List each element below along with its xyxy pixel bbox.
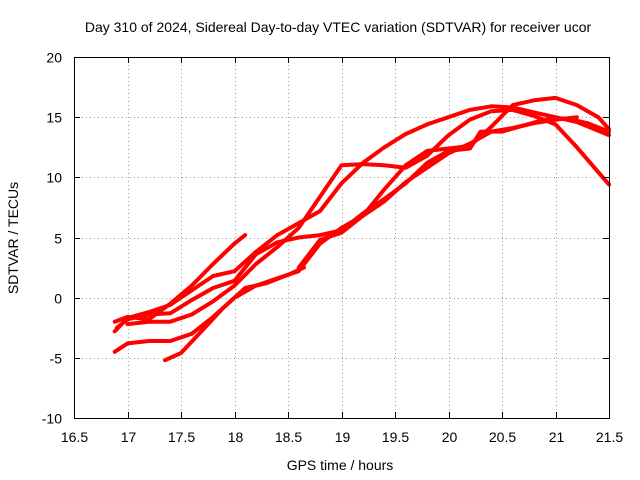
- y-tick-label: 20: [46, 50, 62, 66]
- y-tick-label: 0: [54, 291, 62, 307]
- series-line-1: [112, 104, 611, 334]
- x-tick-label: 20: [442, 429, 458, 445]
- y-tick-label: -10: [42, 411, 62, 427]
- series-layer: [112, 95, 611, 363]
- y-axis-label: SDTVAR / TECUs: [5, 182, 21, 294]
- series-line-5: [114, 116, 611, 330]
- x-tick-label: 19.5: [382, 429, 409, 445]
- series-line-6: [125, 107, 611, 327]
- y-tick-label: 15: [46, 110, 62, 126]
- x-tick-label: 18: [228, 429, 244, 445]
- series-line-7: [296, 95, 611, 270]
- x-tick-label: 17.5: [168, 429, 195, 445]
- x-tick-label: 16.5: [61, 429, 88, 445]
- x-axis-label: GPS time / hours: [287, 457, 394, 473]
- x-tick-label: 21: [549, 429, 565, 445]
- x-tick-label: 18.5: [275, 429, 302, 445]
- y-tick-label: 10: [46, 170, 62, 186]
- y-tick-label: -5: [50, 351, 63, 367]
- x-tick-label: 17: [121, 429, 137, 445]
- x-tick-label: 21.5: [596, 429, 623, 445]
- chart-title: Day 310 of 2024, Sidereal Day-to-day VTE…: [85, 19, 592, 35]
- y-tick-label: 5: [54, 231, 62, 247]
- x-tick-label: 19: [335, 429, 351, 445]
- x-tick-label: 20.5: [489, 429, 516, 445]
- series-line-4: [163, 265, 306, 363]
- tick-layer: 16.5 17 17.5 18 18.5 19 19.5 20 20.5 21 21.5 -10 -5 0…: [42, 50, 624, 446]
